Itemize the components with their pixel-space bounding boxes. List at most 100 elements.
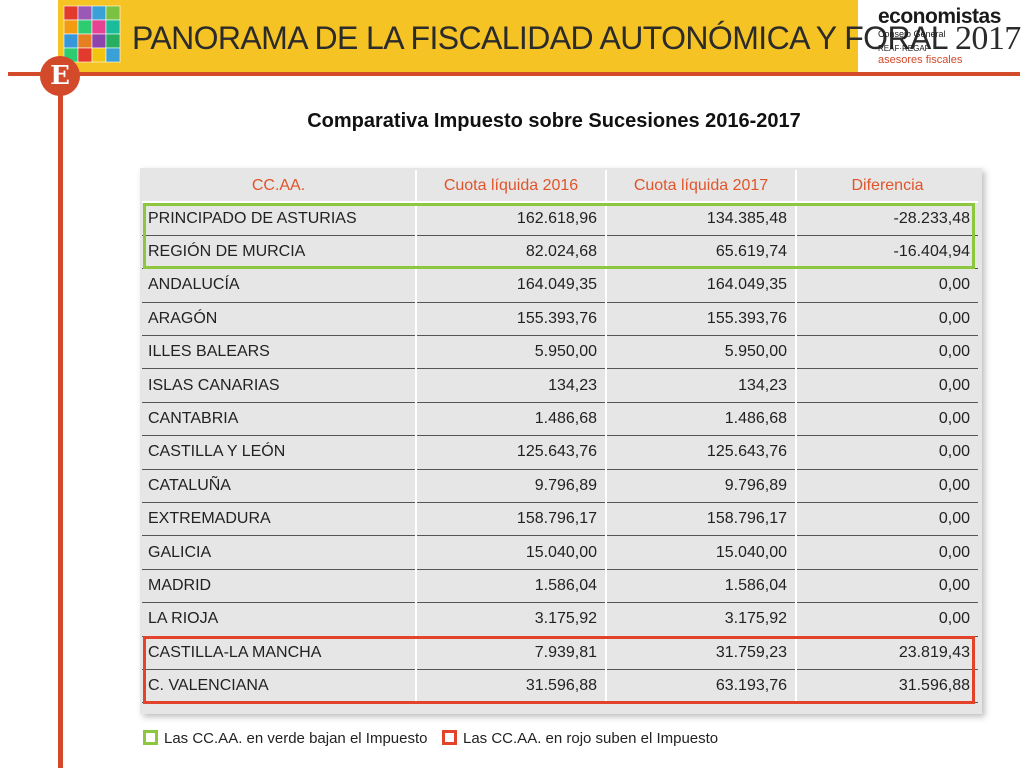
cell-ccaa: MADRID — [142, 569, 416, 604]
brand-badge: E — [40, 56, 80, 96]
cell-quota-2017: 63.193,76 — [605, 669, 796, 704]
cell-difference: -16.404,94 — [795, 235, 978, 270]
green-square-icon — [143, 730, 158, 745]
cell-ccaa: ILLES BALEARS — [142, 335, 416, 370]
table-row: ANDALUCÍA 164.049,35 164.049,35 0,00 — [142, 268, 978, 303]
banner-year: 2017 — [955, 20, 1021, 57]
cell-quota-2016: 5.950,00 — [415, 335, 606, 370]
cell-quota-2017: 134,23 — [605, 368, 796, 403]
legend-red-text: Las CC.AA. en rojo suben el Impuesto — [463, 730, 719, 747]
cell-ccaa: ISLAS CANARIAS — [142, 368, 416, 403]
cell-quota-2017: 31.759,23 — [605, 636, 796, 670]
cell-ccaa: CANTABRIA — [142, 402, 416, 437]
banner-title-text: PANORAMA DE LA FISCALIDAD AUTONÓMICA Y F… — [132, 20, 947, 56]
table-row: MADRID 1.586,04 1.586,04 0,00 — [142, 569, 978, 604]
org-sub2: REAF·REGAF — [878, 44, 930, 53]
table-row: ILLES BALEARS 5.950,00 5.950,00 0,00 — [142, 335, 978, 370]
cell-ccaa: GALICIA — [142, 535, 416, 570]
table-row: CATALUÑA 9.796,89 9.796,89 0,00 — [142, 469, 978, 504]
cell-quota-2016: 125.643,76 — [415, 435, 606, 470]
cell-quota-2016: 82.024,68 — [415, 235, 606, 270]
org-sub: Consejo General — [878, 29, 946, 39]
cell-difference: 0,00 — [795, 368, 978, 403]
cell-ccaa: CASTILLA-LA MANCHA — [142, 636, 416, 670]
col-header-difference: Diferencia — [795, 170, 978, 203]
cell-quota-2016: 134,23 — [415, 368, 606, 403]
table-row: CANTABRIA 1.486,68 1.486,68 0,00 — [142, 402, 978, 437]
table-body: PRINCIPADO DE ASTURIAS 162.618,96 134.385,… — [142, 202, 978, 704]
cube-logo-icon — [63, 5, 121, 63]
table-row: C. VALENCIANA 31.596,88 63.193,76 31.596,88 — [142, 669, 978, 704]
comparison-table-container: CC.AA. Cuota líquida 2016 Cuota líquida … — [140, 168, 982, 714]
cell-difference: 0,00 — [795, 435, 978, 470]
legend-red: Las CC.AA. en rojo suben el Impuesto — [442, 730, 718, 750]
cell-quota-2016: 7.939,81 — [415, 636, 606, 670]
cell-quota-2016: 1.586,04 — [415, 569, 606, 604]
cell-quota-2017: 1.586,04 — [605, 569, 796, 604]
cell-ccaa: CATALUÑA — [142, 469, 416, 504]
cell-difference: 0,00 — [795, 502, 978, 537]
cell-quota-2016: 9.796,89 — [415, 469, 606, 504]
org-logo: economistas Consejo General REAF·REGAF a… — [878, 5, 1018, 67]
cell-quota-2017: 125.643,76 — [605, 435, 796, 470]
cell-ccaa: C. VALENCIANA — [142, 669, 416, 704]
cell-difference: 23.819,43 — [795, 636, 978, 670]
table-header-row: CC.AA. Cuota líquida 2016 Cuota líquida … — [142, 170, 978, 203]
cell-difference: 0,00 — [795, 469, 978, 504]
cell-quota-2016: 164.049,35 — [415, 268, 606, 303]
cell-ccaa: REGIÓN DE MURCIA — [142, 235, 416, 270]
cell-quota-2016: 3.175,92 — [415, 602, 606, 637]
col-header-quota-2017: Cuota líquida 2017 — [605, 170, 796, 203]
cell-quota-2017: 164.049,35 — [605, 268, 796, 303]
banner-title: PANORAMA DE LA FISCALIDAD AUTONÓMICA Y F… — [132, 14, 1021, 62]
cell-difference: 0,00 — [795, 302, 978, 337]
col-header-quota-2016: Cuota líquida 2016 — [415, 170, 606, 203]
cell-quota-2016: 162.618,96 — [415, 202, 606, 236]
cell-difference: 0,00 — [795, 268, 978, 303]
table-row: CASTILLA-LA MANCHA 7.939,81 31.759,23 23.81… — [142, 636, 978, 670]
cell-ccaa: ANDALUCÍA — [142, 268, 416, 303]
cell-ccaa: CASTILLA Y LEÓN — [142, 435, 416, 470]
cell-quota-2017: 15.040,00 — [605, 535, 796, 570]
table-row: REGIÓN DE MURCIA 82.024,68 65.619,74 -16.40… — [142, 235, 978, 270]
table-row: ARAGÓN 155.393,76 155.393,76 0,00 — [142, 302, 978, 337]
org-sub3: asesores fiscales — [878, 54, 963, 66]
cell-quota-2017: 5.950,00 — [605, 335, 796, 370]
cell-quota-2017: 3.175,92 — [605, 602, 796, 637]
table-row: EXTREMADURA 158.796,17 158.796,17 0,00 — [142, 502, 978, 537]
cell-quota-2016: 1.486,68 — [415, 402, 606, 437]
cell-quota-2016: 155.393,76 — [415, 302, 606, 337]
cell-ccaa: PRINCIPADO DE ASTURIAS — [142, 202, 416, 236]
cell-difference: 0,00 — [795, 569, 978, 604]
cell-ccaa: ARAGÓN — [142, 302, 416, 337]
cell-difference: 0,00 — [795, 335, 978, 370]
legend-green: Las CC.AA. en verde bajan el Impuesto — [143, 730, 427, 750]
cell-quota-2017: 65.619,74 — [605, 235, 796, 270]
comparison-table: CC.AA. Cuota líquida 2016 Cuota líquida … — [142, 170, 978, 704]
page-title: Comparativa Impuesto sobre Sucesiones 20… — [307, 110, 801, 132]
header-divider — [8, 72, 1020, 76]
table-row: CASTILLA Y LEÓN 125.643,76 125.643,76 0,00 — [142, 435, 978, 470]
cell-ccaa: EXTREMADURA — [142, 502, 416, 537]
cell-quota-2016: 31.596,88 — [415, 669, 606, 704]
table-row: ISLAS CANARIAS 134,23 134,23 0,00 — [142, 368, 978, 403]
cell-difference: -28.233,48 — [795, 202, 978, 236]
left-divider — [58, 72, 63, 768]
header-banner — [58, 0, 858, 72]
cell-quota-2017: 9.796,89 — [605, 469, 796, 504]
table-row: GALICIA 15.040,00 15.040,00 0,00 — [142, 535, 978, 570]
cell-difference: 0,00 — [795, 535, 978, 570]
red-square-icon — [442, 730, 457, 745]
cell-difference: 0,00 — [795, 602, 978, 637]
org-name: economistas — [878, 5, 1001, 28]
table-row: PRINCIPADO DE ASTURIAS 162.618,96 134.385,… — [142, 202, 978, 236]
table-row: LA RIOJA 3.175,92 3.175,92 0,00 — [142, 602, 978, 637]
cell-quota-2017: 158.796,17 — [605, 502, 796, 537]
cell-quota-2016: 15.040,00 — [415, 535, 606, 570]
cell-quota-2017: 155.393,76 — [605, 302, 796, 337]
cell-quota-2017: 134.385,48 — [605, 202, 796, 236]
col-header-ccaa: CC.AA. — [142, 170, 416, 203]
legend-green-text: Las CC.AA. en verde bajan el Impuesto — [164, 730, 428, 747]
cell-difference: 0,00 — [795, 402, 978, 437]
cell-quota-2017: 1.486,68 — [605, 402, 796, 437]
